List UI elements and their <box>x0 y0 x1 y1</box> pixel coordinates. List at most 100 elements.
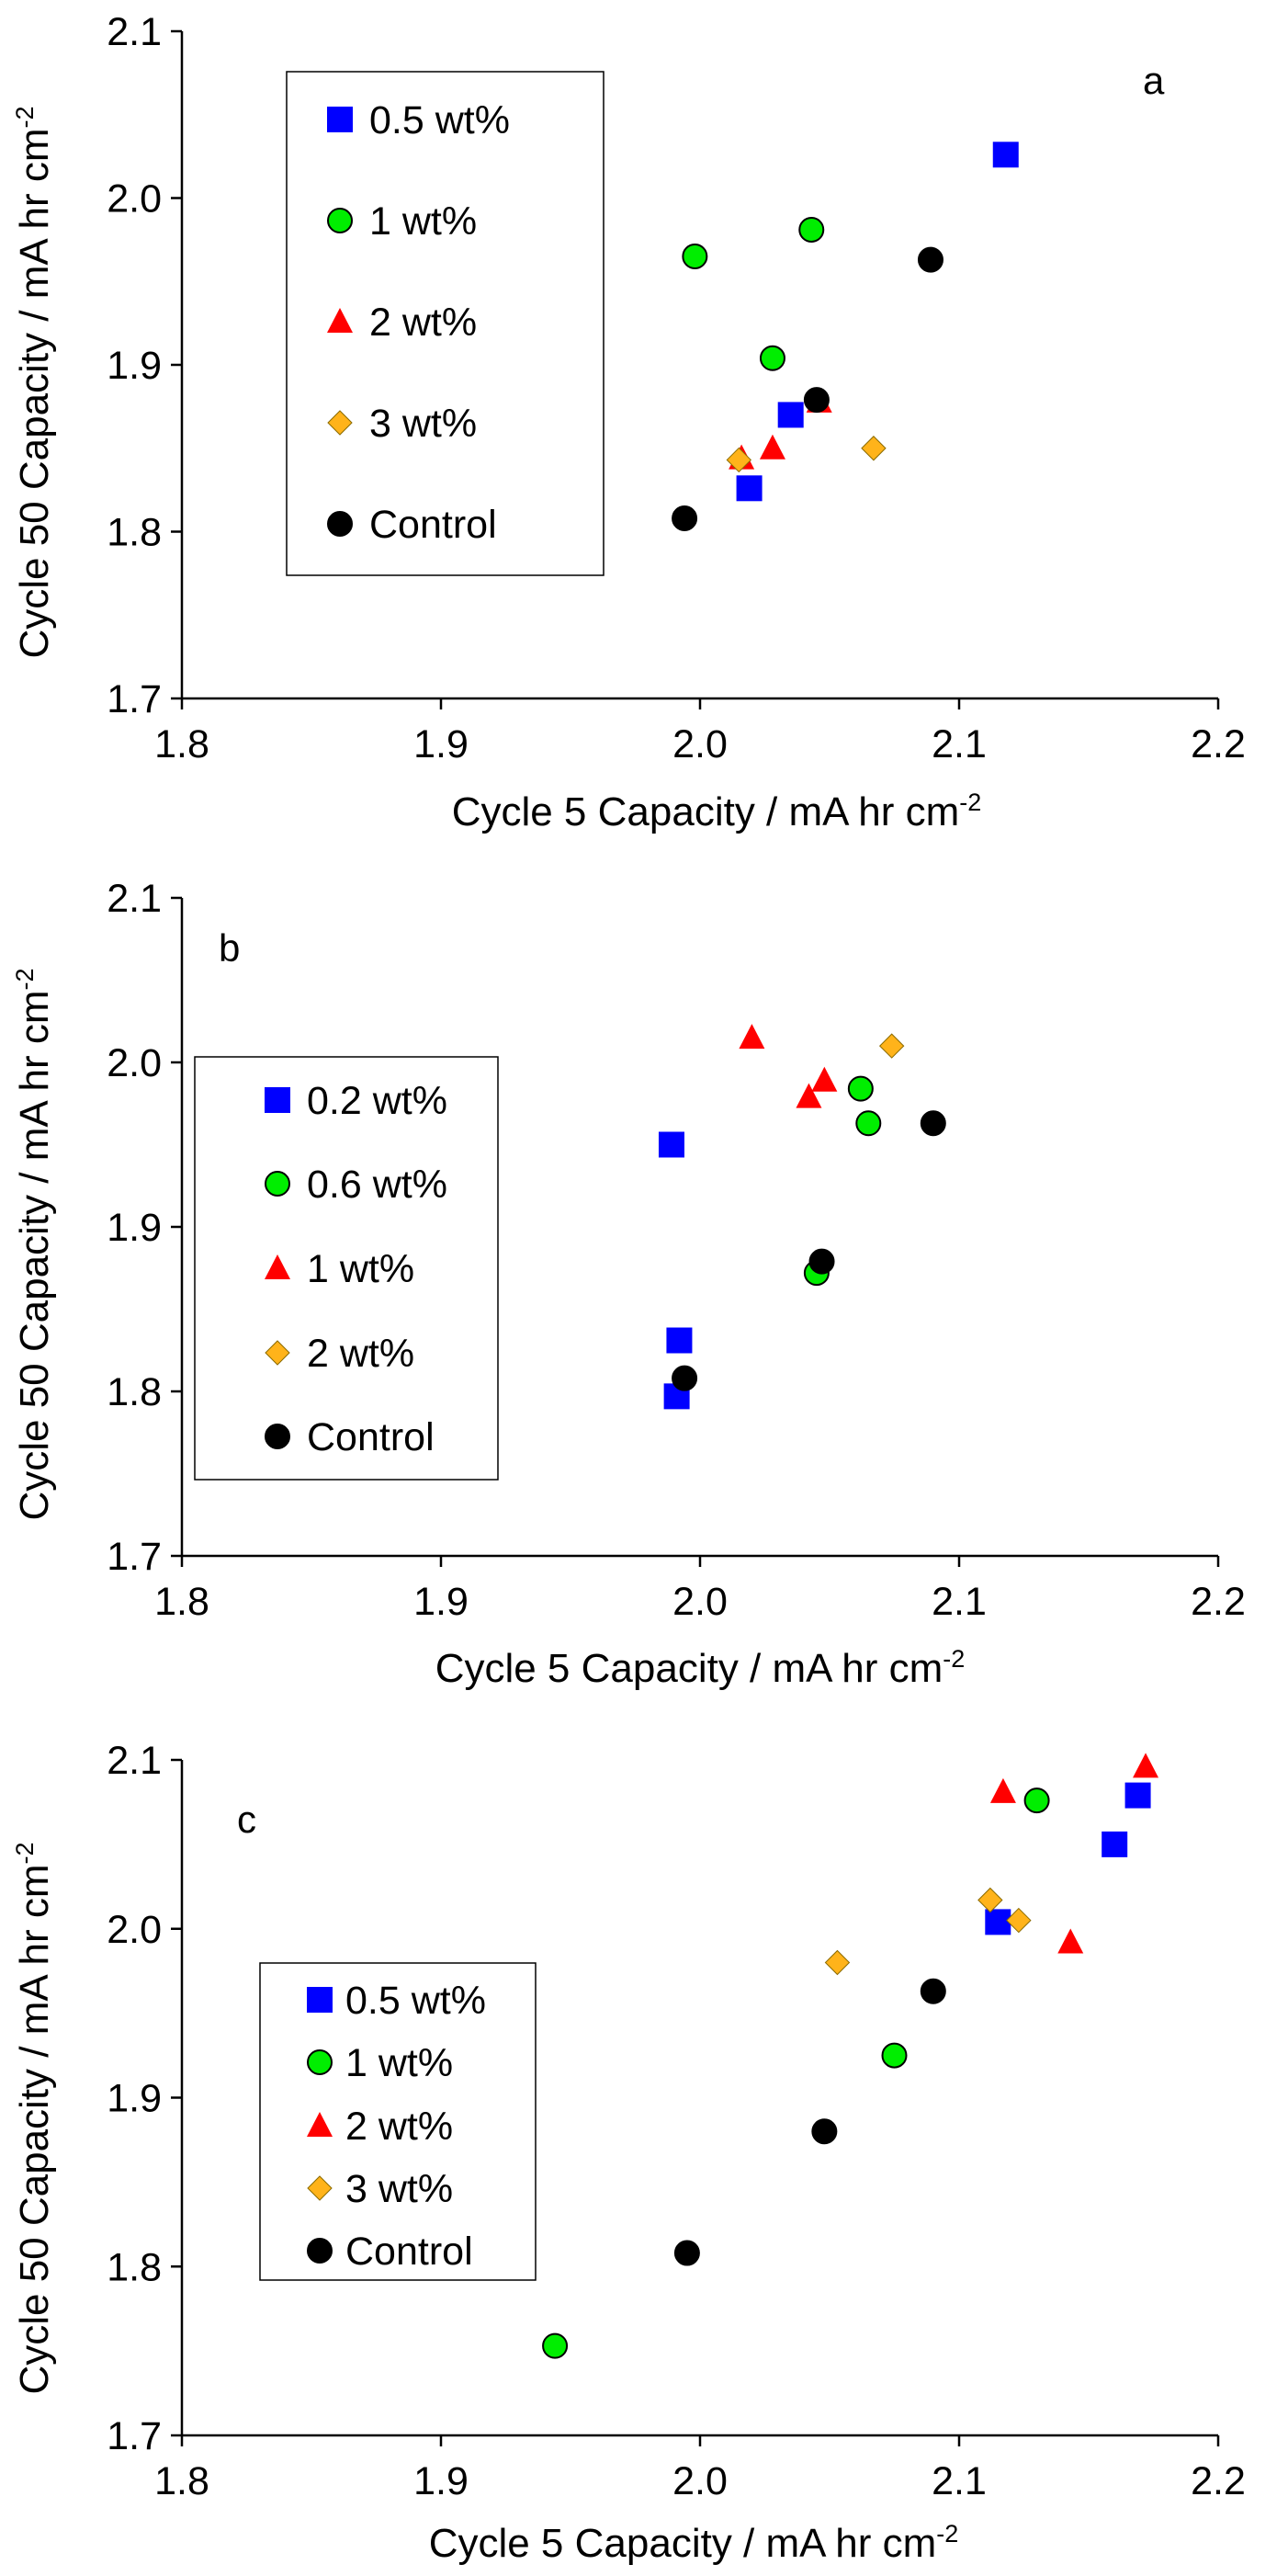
y-tick-label: 2.1 <box>107 1739 162 1783</box>
legend-label: 1 wt% <box>345 2041 453 2085</box>
x-axis-label: Cycle 5 Capacity / mA hr cm-2 <box>452 789 982 834</box>
data-point-circle <box>855 1110 882 1137</box>
panel-label: b <box>219 926 240 970</box>
y-tick-label: 2.1 <box>107 877 162 921</box>
data-point-control <box>803 387 830 414</box>
y-axis-label: Cycle 50 Capacity / mA hr cm-2 <box>11 1842 57 2394</box>
legend-marker-diamond <box>307 2175 333 2201</box>
legend-label: 3 wt% <box>345 2167 453 2211</box>
x-tick-label: 2.1 <box>932 2459 987 2503</box>
legend-marker-diamond <box>265 1340 290 1366</box>
y-tick-label: 2.0 <box>107 1041 162 1085</box>
legend-marker-control <box>265 1424 290 1449</box>
y-tick-label: 1.8 <box>107 2245 162 2289</box>
y-tick-label: 1.7 <box>107 2414 162 2458</box>
legend-label: 2 wt% <box>307 1332 414 1376</box>
legend: 0.5 wt% 1 wt% 2 wt% 3 wt% Control <box>259 1962 537 2281</box>
legend-label: 3 wt% <box>369 402 477 446</box>
legend-marker-square <box>265 1087 290 1113</box>
x-tick-label: 2.1 <box>932 1580 987 1624</box>
data-point-square <box>985 1909 1011 1935</box>
x-tick-label: 2.2 <box>1191 2459 1246 2503</box>
x-axis-label: Cycle 5 Capacity / mA hr cm-2 <box>435 1645 966 1691</box>
legend-box <box>194 1056 499 1481</box>
panel-label: c <box>237 1798 256 1841</box>
data-point-triangle <box>759 434 785 460</box>
legend-marker-circle <box>265 1171 290 1197</box>
data-point-circle <box>542 2332 569 2359</box>
data-point-square <box>736 475 763 502</box>
legend-label: Control <box>345 2230 473 2274</box>
y-tick-label: 2.0 <box>107 177 162 221</box>
data-point-control <box>808 1248 835 1275</box>
data-point-control <box>673 2240 700 2266</box>
x-tick-label: 1.8 <box>154 2459 209 2503</box>
data-point-circle <box>1023 1787 1050 1814</box>
legend-label: Control <box>307 1415 435 1459</box>
data-point-diamond <box>861 436 887 461</box>
data-point-square <box>777 402 804 428</box>
data-point-triangle <box>739 1024 765 1050</box>
data-point-diamond <box>824 1949 851 1976</box>
data-point-triangle <box>989 1777 1016 1803</box>
data-point-square <box>658 1131 684 1158</box>
legend-marker-diamond <box>327 410 353 436</box>
data-point-square <box>992 142 1019 168</box>
legend-label: 2 wt% <box>369 301 477 345</box>
legend-marker-circle <box>307 2049 333 2075</box>
legend-marker-square <box>327 107 353 132</box>
legend-label: 2 wt% <box>345 2105 453 2149</box>
data-point-circle <box>881 2042 908 2069</box>
x-tick-label: 1.8 <box>154 1580 209 1624</box>
legend-label: Control <box>369 503 497 547</box>
legend-label: 1 wt% <box>369 199 477 244</box>
data-point-diamond <box>726 447 752 473</box>
legend-label: 0.6 wt% <box>307 1163 447 1207</box>
y-tick-label: 2.0 <box>107 1908 162 1952</box>
y-tick-label: 1.7 <box>107 1535 162 1579</box>
legend-marker-triangle <box>265 1254 290 1279</box>
data-point-diamond <box>977 1887 1003 1913</box>
legend-marker-square <box>307 1987 333 2013</box>
x-tick-label: 1.9 <box>413 722 469 766</box>
legend-label: 0.5 wt% <box>345 1979 486 2023</box>
legend-label: 1 wt% <box>307 1247 414 1291</box>
y-tick-label: 1.7 <box>107 677 162 721</box>
y-tick-label: 1.9 <box>107 344 162 388</box>
data-point-square <box>1102 1831 1128 1857</box>
legend-marker-triangle <box>307 2112 333 2137</box>
legend: 0.2 wt% 0.6 wt% 1 wt% 2 wt% Control <box>194 1056 499 1481</box>
y-tick-label: 1.8 <box>107 511 162 555</box>
data-point-triangle <box>811 1066 838 1092</box>
x-tick-label: 2.2 <box>1191 722 1246 766</box>
data-point-control <box>920 1978 946 2004</box>
data-point-control <box>917 246 943 273</box>
data-point-circle <box>847 1075 874 1102</box>
x-tick-label: 2.1 <box>932 722 987 766</box>
legend-marker-circle <box>327 208 353 233</box>
data-point-circle <box>682 244 708 270</box>
data-point-triangle <box>796 1083 822 1108</box>
x-tick-label: 1.8 <box>154 722 209 766</box>
y-tick-label: 1.9 <box>107 2077 162 2121</box>
x-tick-label: 2.0 <box>672 722 728 766</box>
data-point-control <box>920 1110 946 1137</box>
y-tick-label: 2.1 <box>107 10 162 54</box>
y-axis-label: Cycle 50 Capacity / mA hr cm-2 <box>11 968 57 1520</box>
legend-marker-control <box>327 511 353 537</box>
data-point-square <box>666 1327 693 1354</box>
y-tick-label: 1.9 <box>107 1206 162 1250</box>
x-tick-label: 1.9 <box>413 2459 469 2503</box>
y-tick-label: 1.8 <box>107 1370 162 1414</box>
data-point-control <box>811 2118 838 2145</box>
x-tick-label: 1.9 <box>413 1580 469 1624</box>
legend-marker-triangle <box>327 308 353 333</box>
x-tick-label: 2.0 <box>672 2459 728 2503</box>
data-point-circle <box>759 345 785 371</box>
data-point-diamond <box>1006 1907 1032 1934</box>
data-point-square <box>1124 1782 1151 1809</box>
data-point-circle <box>798 216 825 243</box>
